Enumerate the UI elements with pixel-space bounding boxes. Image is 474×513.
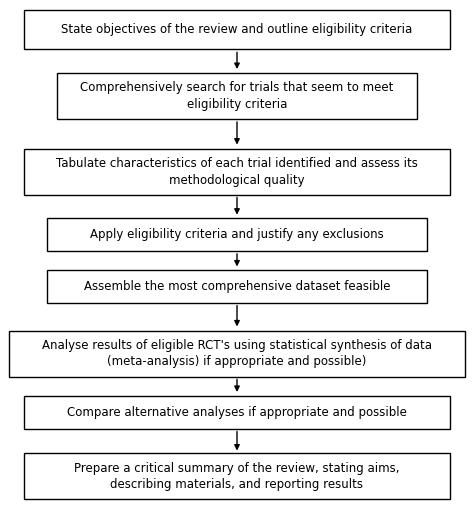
Text: State objectives of the review and outline eligibility criteria: State objectives of the review and outli…: [61, 23, 413, 36]
FancyBboxPatch shape: [24, 453, 450, 499]
FancyBboxPatch shape: [57, 73, 417, 119]
FancyBboxPatch shape: [24, 396, 450, 429]
FancyBboxPatch shape: [24, 149, 450, 194]
FancyBboxPatch shape: [47, 218, 427, 251]
Text: Compare alternative analyses if appropriate and possible: Compare alternative analyses if appropri…: [67, 406, 407, 419]
Text: Apply eligibility criteria and justify any exclusions: Apply eligibility criteria and justify a…: [90, 228, 384, 241]
Text: Prepare a critical summary of the review, stating aims,
describing materials, an: Prepare a critical summary of the review…: [74, 462, 400, 491]
FancyBboxPatch shape: [24, 10, 450, 49]
Text: Tabulate characteristics of each trial identified and assess its
methodological : Tabulate characteristics of each trial i…: [56, 157, 418, 187]
Text: Analyse results of eligible RCT's using statistical synthesis of data
(meta-anal: Analyse results of eligible RCT's using …: [42, 339, 432, 368]
FancyBboxPatch shape: [9, 331, 465, 377]
Text: Assemble the most comprehensive dataset feasible: Assemble the most comprehensive dataset …: [84, 280, 390, 293]
Text: Comprehensively search for trials that seem to meet
eligibility criteria: Comprehensively search for trials that s…: [80, 82, 394, 111]
FancyBboxPatch shape: [47, 270, 427, 303]
